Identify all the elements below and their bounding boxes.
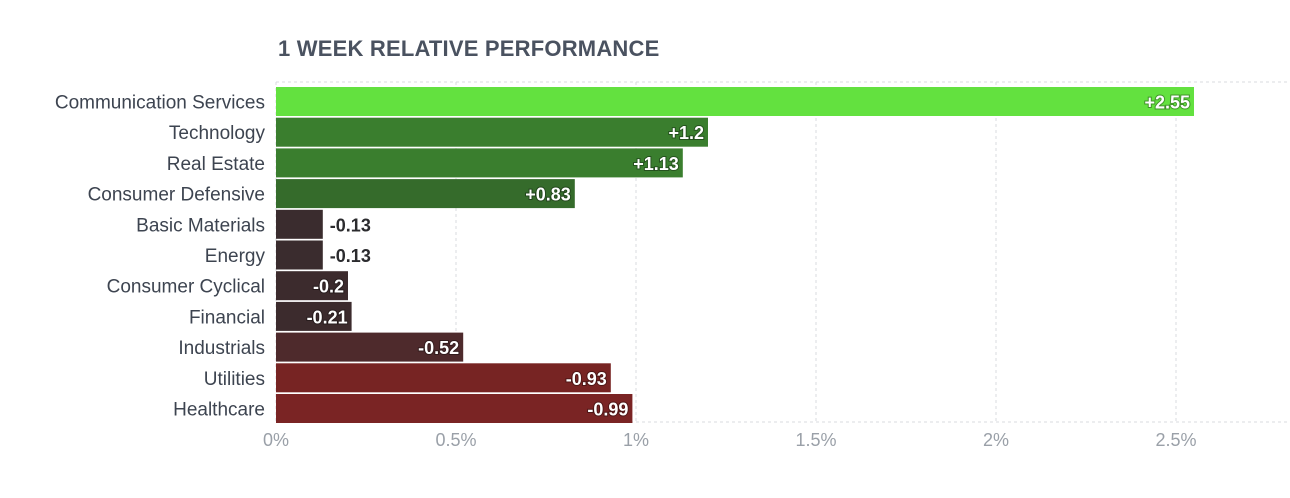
bar	[276, 363, 611, 393]
category-label: Communication Services	[55, 93, 265, 114]
chart-title: 1 WEEK RELATIVE PERFORMANCE	[278, 36, 660, 61]
value-label: -0.21	[307, 307, 348, 327]
category-label: Financial	[189, 307, 265, 328]
category-label: Consumer Defensive	[88, 185, 265, 206]
x-tick-label: 0%	[263, 430, 289, 450]
x-tick-label: 2%	[983, 430, 1009, 450]
bar	[276, 148, 683, 178]
bar	[276, 179, 575, 209]
category-label: Utilities	[204, 369, 265, 390]
bar	[276, 394, 633, 423]
x-tick-label: 1%	[623, 430, 649, 450]
category-label: Healthcare	[173, 400, 265, 421]
bar	[276, 87, 1194, 116]
value-label: -0.13	[330, 215, 371, 235]
value-label: -0.99	[587, 400, 628, 420]
labels: Communication Services +2.55 Technology +1.…	[55, 92, 1191, 421]
x-tick-label: 1.5%	[795, 430, 836, 450]
bar	[276, 332, 464, 362]
value-label: +1.13	[633, 154, 679, 174]
bar	[276, 271, 348, 301]
category-label: Consumer Cyclical	[107, 277, 265, 298]
value-label: +0.83	[525, 185, 571, 205]
category-label: Energy	[205, 246, 266, 267]
x-tick-label: 0.5%	[435, 430, 476, 450]
bar	[276, 240, 323, 270]
bar	[276, 301, 352, 331]
category-label: Industrials	[178, 338, 265, 359]
x-axis-ticks: 0% 0.5% 1% 1.5% 2% 2.5%	[263, 430, 1197, 450]
category-label: Real Estate	[167, 154, 265, 175]
bars	[276, 87, 1194, 423]
value-label: +2.55	[1144, 93, 1190, 113]
value-label: -0.13	[330, 246, 371, 266]
value-label: -0.52	[418, 338, 459, 358]
x-tick-label: 2.5%	[1155, 430, 1196, 450]
value-label: -0.2	[313, 277, 344, 297]
bar	[276, 117, 708, 147]
bar	[276, 209, 323, 239]
value-label: +1.2	[668, 123, 704, 143]
category-label: Technology	[169, 123, 266, 144]
value-label: -0.93	[566, 369, 607, 389]
category-label: Basic Materials	[136, 215, 265, 236]
